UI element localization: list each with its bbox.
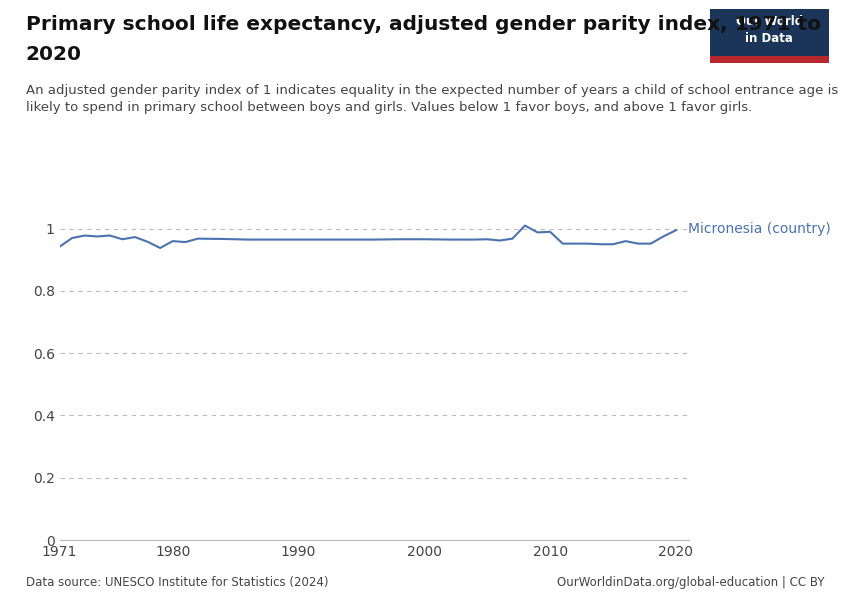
- Text: OurWorldinData.org/global-education | CC BY: OurWorldinData.org/global-education | CC…: [557, 576, 824, 589]
- Text: Micronesia (country): Micronesia (country): [688, 223, 831, 236]
- Text: in Data: in Data: [745, 32, 793, 44]
- Text: Our World: Our World: [736, 16, 802, 28]
- Bar: [710, 56, 829, 63]
- Text: An adjusted gender parity index of 1 indicates equality in the expected number o: An adjusted gender parity index of 1 ind…: [26, 84, 838, 114]
- Text: Primary school life expectancy, adjusted gender parity index, 1971 to: Primary school life expectancy, adjusted…: [26, 15, 820, 34]
- Text: 2020: 2020: [26, 45, 82, 64]
- Text: Data source: UNESCO Institute for Statistics (2024): Data source: UNESCO Institute for Statis…: [26, 576, 328, 589]
